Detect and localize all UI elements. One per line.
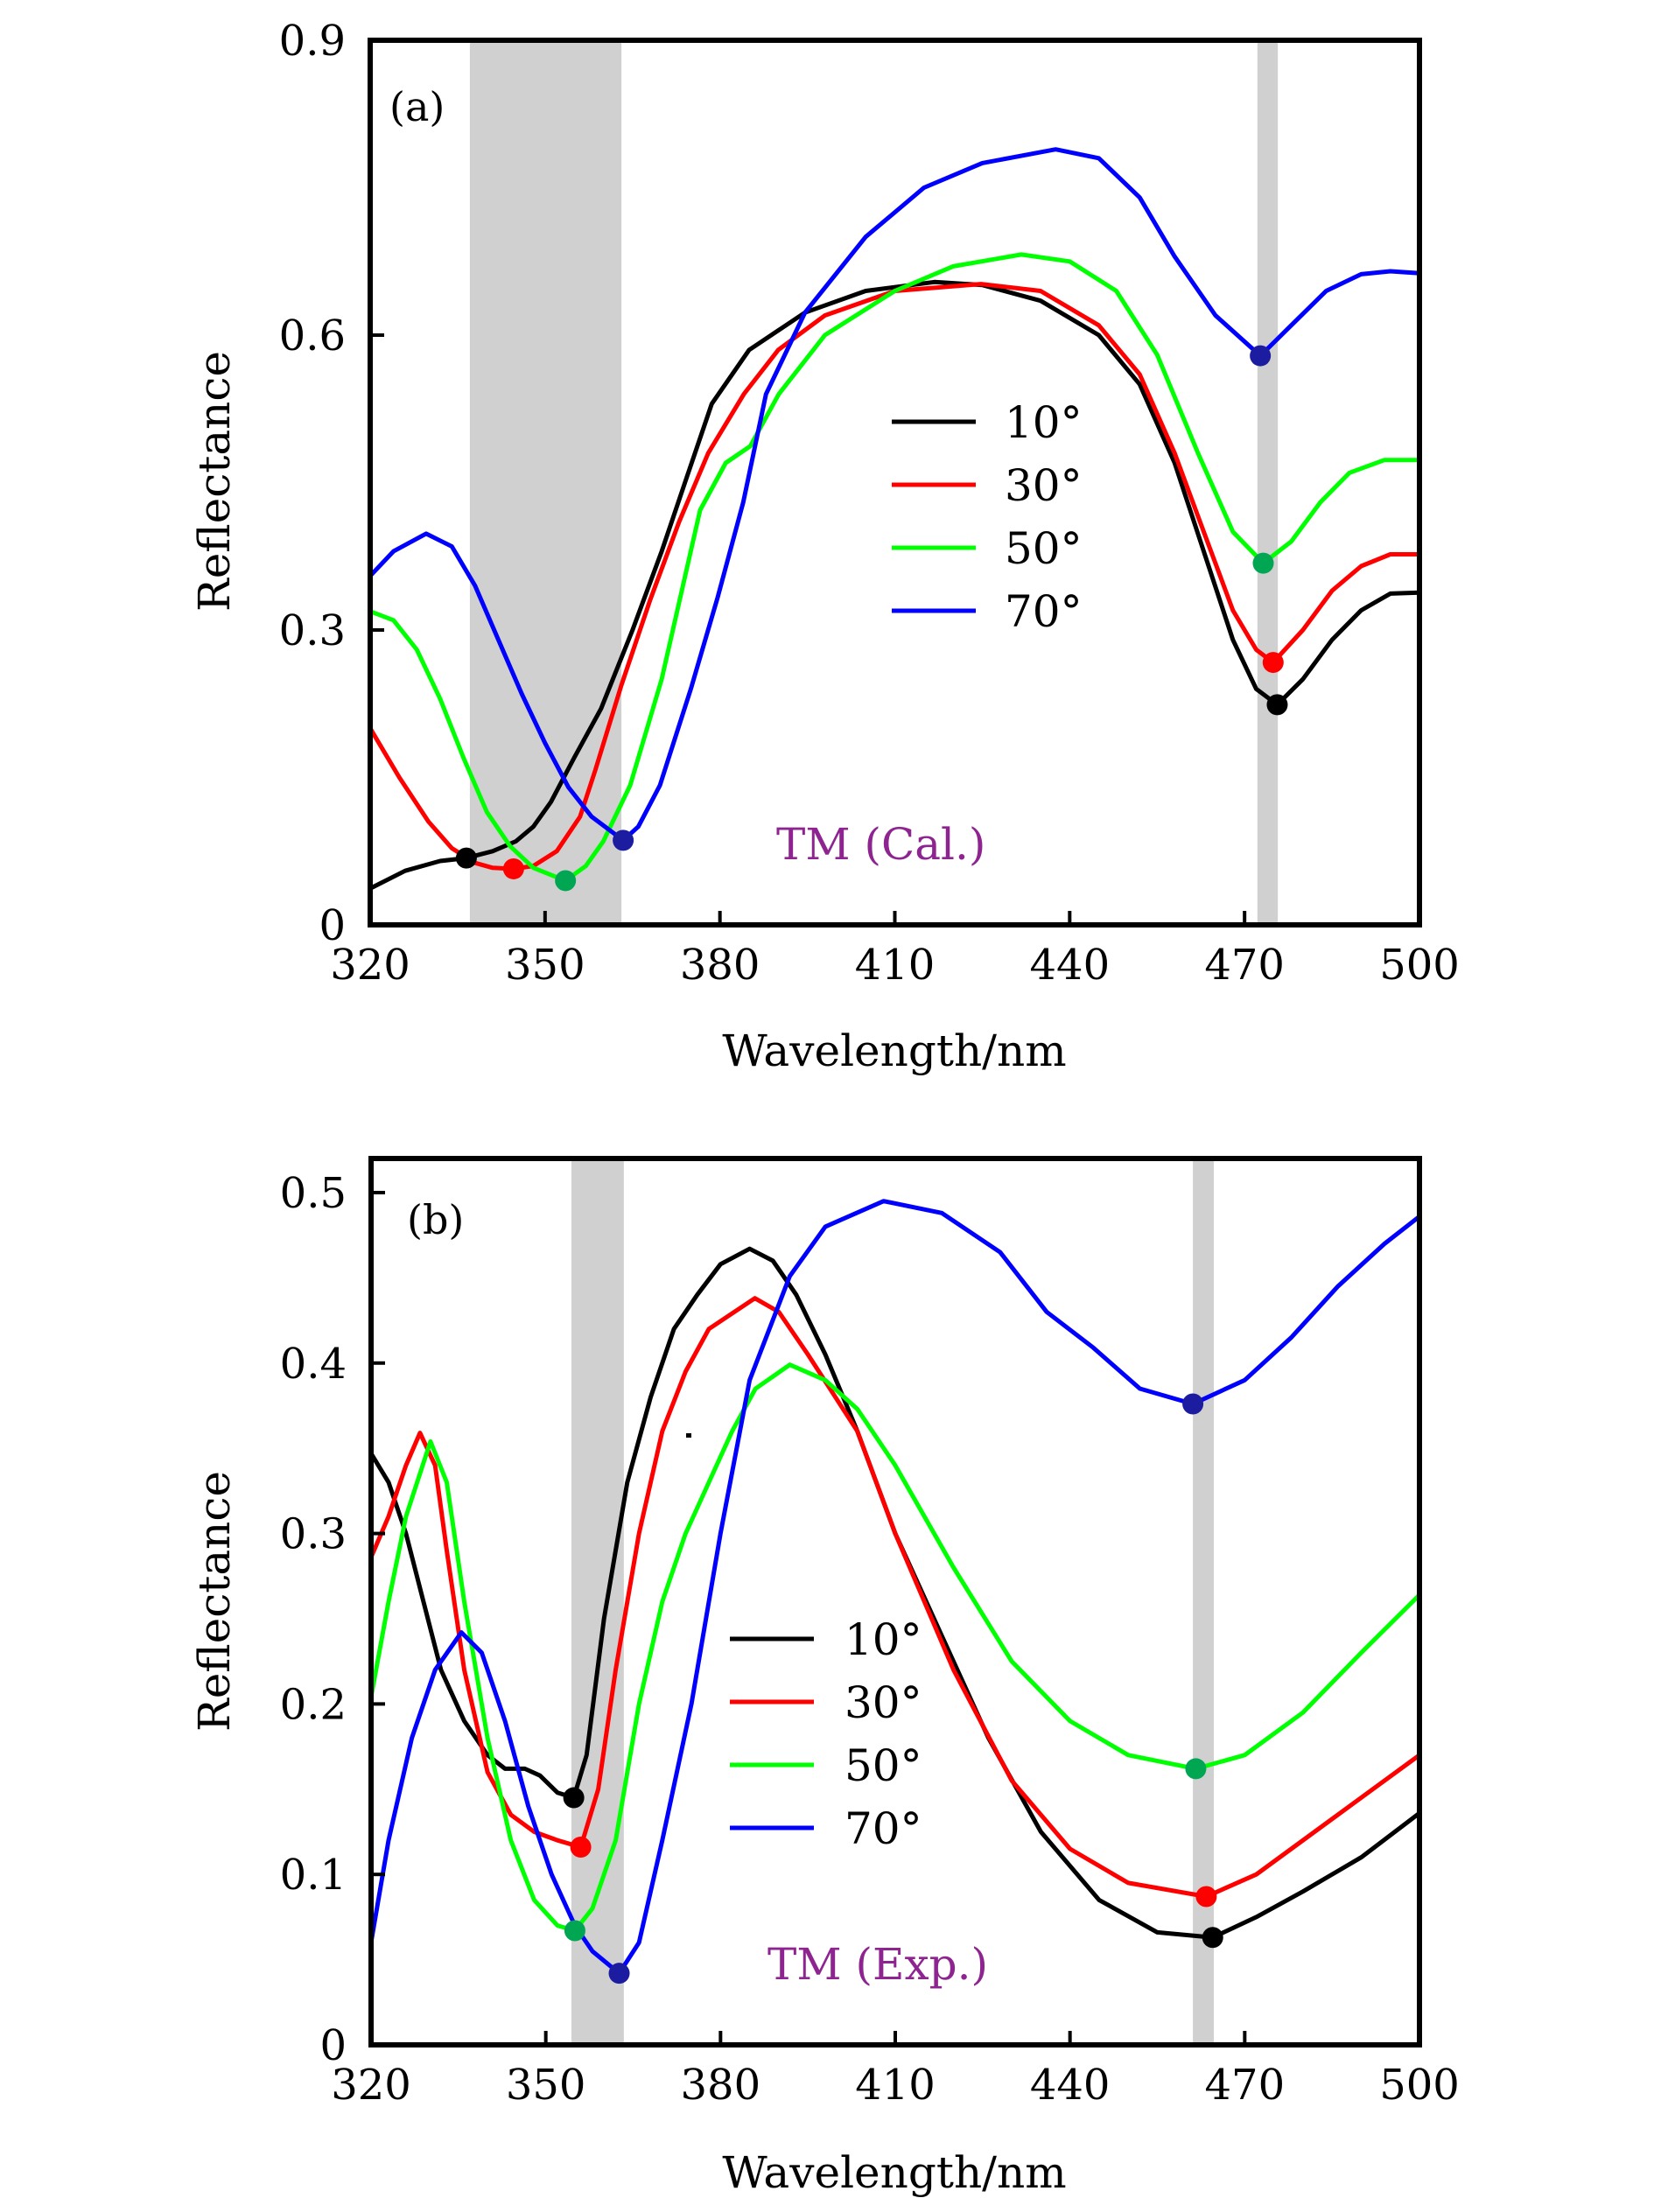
legend-label: 30° bbox=[1005, 460, 1083, 511]
y-axis-ticks: 0 0.1 0.2 0.3 0.4 0.5 bbox=[280, 1169, 385, 2070]
y-tick-label: 0.2 bbox=[280, 1680, 347, 1729]
x-tick-label: 500 bbox=[1379, 941, 1460, 990]
minimum-marker bbox=[563, 1787, 585, 1809]
minimum-marker bbox=[1202, 1927, 1223, 1949]
x-tick-label: 380 bbox=[680, 941, 760, 990]
x-tick-label: 350 bbox=[506, 2061, 586, 2110]
y-axis-ticks: 0 0.3 0.6 0.9 bbox=[279, 17, 384, 950]
minimum-marker bbox=[1266, 694, 1288, 716]
x-axis-ticks: 320 350 380 410 440 470 500 bbox=[331, 2031, 1460, 2110]
x-tick-label: 380 bbox=[681, 2061, 761, 2110]
minimum-marker bbox=[564, 1920, 585, 1942]
legend-item: 70° bbox=[730, 1803, 922, 1854]
shaded-band bbox=[469, 40, 622, 925]
x-tick-label: 410 bbox=[855, 2061, 936, 2110]
minimum-marker bbox=[1250, 345, 1272, 367]
minimum-marker bbox=[1252, 552, 1274, 574]
x-axis-ticks: 320 350 380 410 440 470 500 bbox=[330, 911, 1460, 990]
series-line-30deg bbox=[368, 1296, 1422, 1899]
legend-label: 70° bbox=[845, 1803, 922, 1854]
y-tick-label: 0.9 bbox=[279, 17, 346, 66]
x-tick-label: 410 bbox=[855, 941, 936, 990]
legend-label: 50° bbox=[1005, 523, 1083, 574]
y-tick-label: 0.6 bbox=[279, 312, 346, 360]
x-tick-label: 320 bbox=[331, 2061, 411, 2110]
x-axis-label: Wavelength/nm bbox=[722, 2147, 1066, 2198]
legend-item: 30° bbox=[730, 1677, 922, 1728]
y-tick-label: 0.3 bbox=[279, 606, 346, 655]
minimum-marker bbox=[613, 830, 634, 851]
legend: 10° 30° 50° 70° bbox=[892, 397, 1083, 637]
legend: 10° 30° 50° 70° bbox=[730, 1614, 922, 1854]
x-tick-label: 440 bbox=[1030, 2061, 1111, 2110]
series-layer bbox=[368, 1199, 1422, 1976]
y-tick-label: 0.4 bbox=[280, 1340, 347, 1389]
shaded-bands bbox=[469, 40, 1279, 925]
x-tick-label: 500 bbox=[1379, 2061, 1460, 2110]
y-tick-label: 0.3 bbox=[280, 1510, 347, 1559]
y-tick-label: 0 bbox=[319, 901, 346, 950]
shaded-band bbox=[1257, 40, 1279, 925]
minimum-marker bbox=[1182, 1393, 1204, 1415]
minimum-marker bbox=[608, 1963, 630, 1984]
x-axis-label: Wavelength/nm bbox=[722, 1026, 1066, 1076]
y-tick-label: 0.1 bbox=[280, 1851, 347, 1900]
legend-item: 50° bbox=[892, 523, 1083, 574]
minimum-marker bbox=[555, 870, 577, 892]
minimum-marker bbox=[502, 858, 524, 879]
legend-item: 70° bbox=[892, 586, 1083, 637]
shaded-band bbox=[571, 1158, 624, 2045]
legend-label: 50° bbox=[845, 1740, 922, 1791]
legend-label: 10° bbox=[845, 1614, 922, 1665]
minimum-marker bbox=[455, 847, 477, 869]
minimum-marker bbox=[1185, 1758, 1207, 1780]
x-tick-label: 470 bbox=[1205, 2061, 1286, 2110]
x-tick-label: 440 bbox=[1030, 941, 1111, 990]
minimum-marker bbox=[1262, 652, 1284, 674]
minimum-marker bbox=[1195, 1886, 1217, 1908]
stray-mark bbox=[686, 1433, 691, 1438]
x-tick-label: 320 bbox=[330, 941, 410, 990]
legend-item: 50° bbox=[730, 1740, 922, 1791]
legend-label: 10° bbox=[1005, 397, 1083, 448]
y-tick-label: 0.5 bbox=[280, 1169, 347, 1218]
minimum-markers bbox=[455, 345, 1288, 892]
y-axis-label: Reflectance bbox=[189, 1471, 240, 1732]
series-line-50deg bbox=[368, 1362, 1422, 1933]
y-axis-label: Reflectance bbox=[189, 351, 240, 612]
y-tick-label: 0 bbox=[319, 2021, 347, 2070]
legend-label: 70° bbox=[1005, 586, 1083, 637]
legend-item: 30° bbox=[892, 460, 1083, 511]
annotation-label: TM (Cal.) bbox=[776, 819, 985, 870]
shaded-band bbox=[1193, 1158, 1215, 2045]
series-line-70deg bbox=[368, 1199, 1422, 1976]
legend-item: 10° bbox=[730, 1614, 922, 1665]
panel-label: (b) bbox=[407, 1196, 464, 1243]
annotation-label: TM (Exp.) bbox=[767, 1939, 988, 1990]
panel-label: (a) bbox=[389, 83, 445, 130]
legend-item: 10° bbox=[892, 397, 1083, 448]
panel-a: 320 350 380 410 440 470 500 0 0.3 0.6 0.9 (a) TM … bbox=[189, 17, 1460, 1076]
x-tick-label: 470 bbox=[1204, 941, 1285, 990]
x-tick-label: 350 bbox=[505, 941, 585, 990]
panel-b: 320 350 380 410 440 470 500 0 0.1 0.2 0.3 0.4 0.5 (… bbox=[189, 1156, 1460, 2198]
minimum-markers bbox=[563, 1393, 1223, 1984]
minimum-marker bbox=[570, 1837, 592, 1858]
legend-label: 30° bbox=[845, 1677, 922, 1728]
